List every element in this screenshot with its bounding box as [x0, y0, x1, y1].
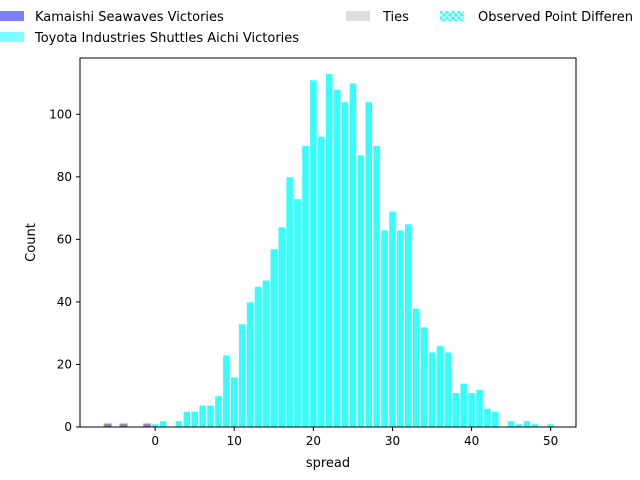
y-tick-label: 40 [57, 295, 72, 309]
bar-s1-x33 [412, 307, 421, 428]
plot-frame [79, 57, 577, 428]
legend-entry-kamaishi: Kamaishi Seawaves Victories [0, 10, 224, 25]
legend-swatch-ties [346, 11, 370, 21]
legend-entry-observed: Observed Point Differen [440, 10, 633, 25]
bar-s1-x39 [459, 382, 468, 428]
legend-swatch-observed [440, 11, 464, 21]
bar-s1-x4 [182, 410, 191, 428]
bar-s1-x6 [198, 404, 207, 428]
bar-s1-x25 [348, 82, 357, 428]
legend-entry-ties: Ties [346, 10, 409, 25]
y-axis: 0 20 40 60 80 100 [49, 107, 80, 434]
bar-s1-x19 [301, 145, 310, 428]
bar-s1-x22 [325, 73, 334, 428]
legend-label-toyota: Toyota Industries Shuttles Aichi Victori… [34, 31, 299, 46]
y-axis-label: Count [24, 223, 39, 262]
bar-s1-x31 [396, 229, 405, 428]
bars-group [103, 73, 555, 428]
bar-s1-x35 [427, 351, 437, 428]
x-tick-label: 10 [227, 434, 242, 448]
bar-s1-x24 [340, 101, 350, 428]
bar-s1-x41 [475, 389, 484, 428]
bar-s1-x1 [159, 420, 168, 428]
x-tick-label: 30 [385, 434, 400, 448]
y-tick-label: 80 [57, 170, 72, 184]
legend-entry-toyota: Toyota Industries Shuttles Aichi Victori… [0, 31, 299, 46]
bar-s1-x18 [293, 198, 302, 428]
y-tick-label: 60 [57, 232, 72, 246]
bar-s1-x37 [443, 351, 452, 428]
x-axis-label: spread [306, 456, 350, 471]
legend-swatch-toyota [0, 32, 24, 42]
bar-s1-x42 [483, 407, 492, 428]
legend-label-kamaishi: Kamaishi Seawaves Victories [35, 10, 224, 25]
bar-s1-x29 [380, 229, 389, 428]
bar-s1-x30 [388, 210, 397, 428]
legend-label-observed: Observed Point Differen [478, 10, 633, 25]
legend: Kamaishi Seawaves Victories Toyota Indus… [0, 10, 633, 46]
bar-s1-x23 [333, 88, 342, 428]
bar-s1-x38 [451, 392, 460, 428]
x-tick-label: 50 [543, 434, 558, 448]
bar-s1-x13 [253, 285, 263, 428]
legend-label-ties: Ties [382, 10, 409, 25]
bar-s1-x43 [491, 410, 500, 428]
x-tick-label: 40 [464, 434, 479, 448]
bar-s1-x7 [206, 404, 215, 428]
bar-s1-x15 [269, 248, 278, 428]
bar-s1-x27 [364, 101, 373, 428]
bar-s1-x16 [277, 226, 286, 428]
bar-s1-x9 [222, 354, 231, 428]
bar-s1-x47 [522, 420, 531, 428]
bar-s1-x8 [214, 395, 223, 428]
y-tick-label: 20 [57, 357, 72, 371]
bar-s1-x17 [285, 176, 294, 428]
y-tick-label: 0 [64, 420, 72, 434]
bar-s1-x32 [404, 223, 413, 428]
bar-s1-x34 [420, 326, 429, 428]
bar-s1-x11 [238, 323, 247, 428]
bar-s1-x45 [507, 420, 516, 428]
bar-s1-x26 [356, 154, 365, 428]
bar-s1-x10 [230, 376, 239, 428]
bar-s1-x5 [190, 410, 199, 428]
bar-s1-x12 [246, 301, 255, 428]
x-tick-label: 0 [151, 434, 159, 448]
x-axis: 0 10 20 30 40 50 [151, 427, 558, 448]
legend-swatch-kamaishi [0, 11, 24, 21]
y-tick-label: 100 [49, 107, 72, 121]
bar-s1-x3 [174, 420, 183, 428]
x-tick-label: 20 [306, 434, 321, 448]
bar-s1-x36 [435, 345, 444, 428]
bar-s1-x40 [467, 392, 476, 428]
bar-s1-x21 [317, 135, 326, 428]
bar-s1-x28 [372, 145, 381, 428]
bar-s1-x14 [261, 279, 270, 428]
bar-s1-x20 [309, 79, 318, 428]
